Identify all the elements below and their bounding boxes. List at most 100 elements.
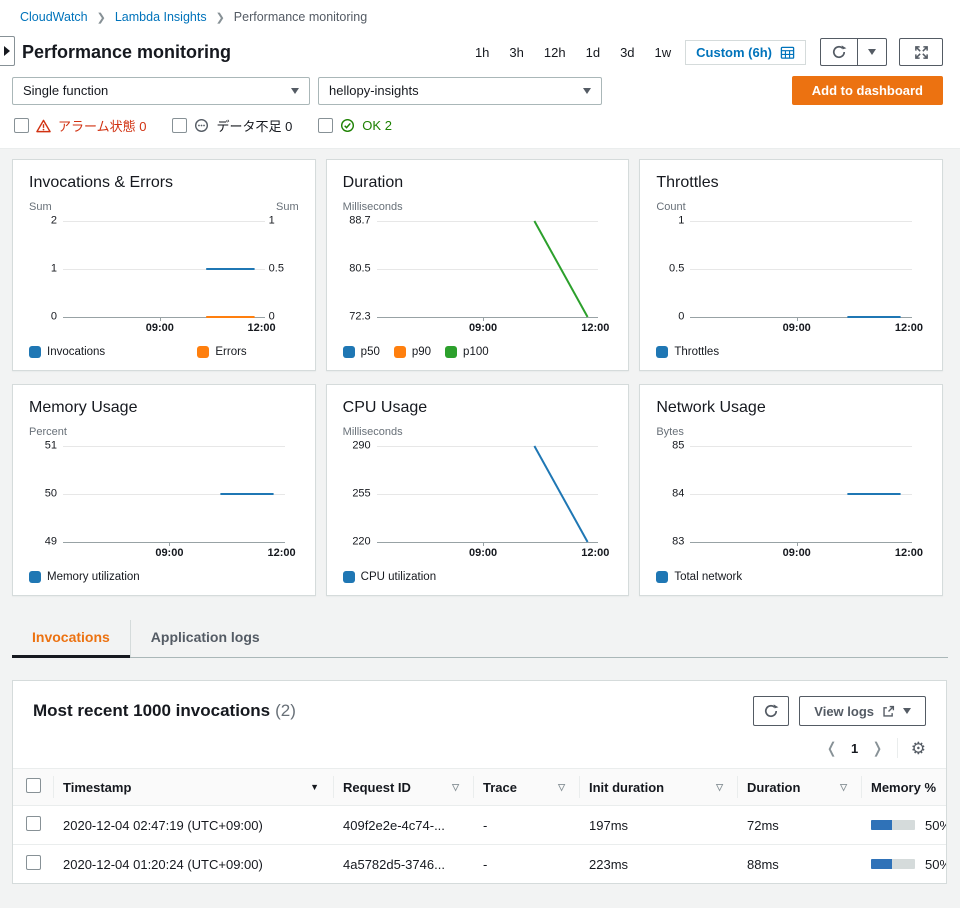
legend-item[interactable]: Throttles <box>656 346 719 358</box>
chart-legend: Total network <box>656 571 926 583</box>
y-tick-label: 220 <box>343 537 371 548</box>
table-refresh-button[interactable] <box>753 696 789 726</box>
custom-time-range-button[interactable]: Custom (6h) <box>685 40 806 65</box>
chart-plot-area[interactable]: 515049 <box>63 446 285 542</box>
axis-unit-row: Bytes <box>656 426 926 439</box>
current-page[interactable]: 1 <box>851 741 858 756</box>
chart-card: CPU UsageMilliseconds29025522009:0012:00… <box>326 384 630 596</box>
refresh-options-button[interactable] <box>857 39 886 65</box>
alarm-filter-label: アラーム状態 0 <box>58 116 146 135</box>
cell-duration: 72ms <box>737 806 861 845</box>
time-range-1h[interactable]: 1h <box>465 40 499 65</box>
tab-invocations[interactable]: Invocations <box>12 620 130 657</box>
breadcrumb-lambda-insights[interactable]: Lambda Insights <box>115 10 207 24</box>
chevron-right-icon <box>4 46 10 56</box>
column-header-timestamp[interactable]: Timestamp▼ <box>53 769 333 806</box>
row-checkbox[interactable] <box>26 816 41 831</box>
sidebar-expand-toggle[interactable] <box>0 36 15 66</box>
y-tick-label: 1 <box>29 264 57 275</box>
breadcrumb-separator-icon: ❯ <box>97 11 106 24</box>
panel-title: Most recent 1000 invocations <box>33 701 270 721</box>
x-tick-label: 09:00 <box>155 547 183 559</box>
x-tick-label: 09:00 <box>469 322 497 334</box>
chart-plot-area[interactable]: 2110.500 <box>63 221 265 317</box>
column-header-duration[interactable]: Duration▽ <box>737 769 861 806</box>
legend-item[interactable]: p100 <box>445 346 489 358</box>
page-title: Performance monitoring <box>22 42 231 63</box>
y-tick-label: 2 <box>29 216 57 227</box>
sort-descending-icon[interactable]: ▼ <box>310 782 323 792</box>
legend-swatch <box>394 346 406 358</box>
row-checkbox[interactable] <box>26 855 41 870</box>
legend-item[interactable]: Invocations <box>29 346 105 358</box>
axis-unit-row: Percent <box>29 426 299 439</box>
function-name-select[interactable]: hellopy-insights <box>318 77 602 105</box>
alarm-filter-alarm[interactable]: アラーム状態 0 <box>14 116 146 135</box>
refresh-icon <box>763 703 779 719</box>
chart-plot-area[interactable]: 88.780.572.3 <box>377 221 599 317</box>
y-tick-label: 0 <box>29 312 57 323</box>
sortable-icon[interactable]: ▽ <box>558 782 569 793</box>
alarm-filter-checkbox[interactable] <box>14 118 29 133</box>
column-header-trace[interactable]: Trace▽ <box>473 769 579 806</box>
fullscreen-button[interactable] <box>899 38 943 66</box>
legend-item[interactable]: p90 <box>394 346 431 358</box>
sortable-icon[interactable]: ▽ <box>452 782 463 793</box>
y-tick-label-right: 0.5 <box>269 264 299 275</box>
y-tick-label: 49 <box>29 537 57 548</box>
chevron-down-icon <box>868 49 876 55</box>
select-all-header <box>13 769 53 806</box>
column-header-request-id[interactable]: Request ID▽ <box>333 769 473 806</box>
memory-percent-value: 50% <box>925 818 947 833</box>
gridline <box>63 542 285 543</box>
table-settings-gear-icon[interactable]: ⚙ <box>911 740 926 757</box>
column-header-init-duration[interactable]: Init duration▽ <box>579 769 737 806</box>
alarm-filter-ok[interactable]: OK 2 <box>318 118 392 133</box>
y-tick-label: 85 <box>656 441 684 452</box>
chart-plot-area[interactable]: 290255220 <box>377 446 599 542</box>
add-to-dashboard-button[interactable]: Add to dashboard <box>792 76 943 105</box>
alarm-filter-checkbox[interactable] <box>318 118 333 133</box>
legend-item[interactable]: Errors <box>197 346 246 358</box>
time-range-1w[interactable]: 1w <box>645 40 682 65</box>
legend-item[interactable]: p50 <box>343 346 380 358</box>
legend-item[interactable]: Total network <box>656 571 742 583</box>
sortable-icon[interactable]: ▽ <box>840 782 851 793</box>
legend-item[interactable]: CPU utilization <box>343 571 436 583</box>
next-page-button[interactable]: ❭ <box>871 741 884 756</box>
previous-page-button[interactable]: ❬ <box>825 741 838 756</box>
sortable-icon[interactable]: ▽ <box>716 782 727 793</box>
refresh-button[interactable] <box>821 39 857 65</box>
tab-application-logs[interactable]: Application logs <box>130 620 280 657</box>
chart-plot-area[interactable]: 10.50 <box>690 221 912 317</box>
scope-select-value: Single function <box>23 83 108 98</box>
select-all-checkbox[interactable] <box>26 778 41 793</box>
x-tick-label: 09:00 <box>469 547 497 559</box>
x-tick-mark <box>169 542 170 546</box>
time-range-3h[interactable]: 3h <box>499 40 533 65</box>
time-range-3d[interactable]: 3d <box>610 40 644 65</box>
breadcrumb-cloudwatch[interactable]: CloudWatch <box>20 10 88 24</box>
alarm-filter-checkbox[interactable] <box>172 118 187 133</box>
pagination: ❬ 1 ❭ ⚙ <box>13 732 946 768</box>
time-range-1d[interactable]: 1d <box>576 40 610 65</box>
x-tick-label: 12:00 <box>895 547 923 559</box>
x-tick-mark <box>797 317 798 321</box>
legend-swatch <box>656 571 668 583</box>
cell-trace: - <box>473 806 579 845</box>
y-tick-label: 80.5 <box>343 264 371 275</box>
chart-plot-area[interactable]: 858483 <box>690 446 912 542</box>
view-logs-button[interactable]: View logs <box>799 696 926 726</box>
x-axis-labels: 09:0012:00 <box>690 547 912 562</box>
breadcrumb-current: Performance monitoring <box>234 10 367 24</box>
legend-item[interactable]: Memory utilization <box>29 571 140 583</box>
chart-legend: Throttles <box>656 346 926 358</box>
column-header-memory-[interactable]: Memory % <box>861 769 947 806</box>
breadcrumb: CloudWatch ❯ Lambda Insights ❯ Performan… <box>0 0 960 28</box>
page-header: Performance monitoring 1h3h12h1d3d1w Cus… <box>0 28 960 74</box>
chart-lines <box>63 446 285 542</box>
time-range-12h[interactable]: 12h <box>534 40 576 65</box>
alarm-filter-label: データ不足 0 <box>216 116 292 135</box>
function-scope-select[interactable]: Single function <box>12 77 310 105</box>
alarm-filter-insufficient[interactable]: データ不足 0 <box>172 116 292 135</box>
